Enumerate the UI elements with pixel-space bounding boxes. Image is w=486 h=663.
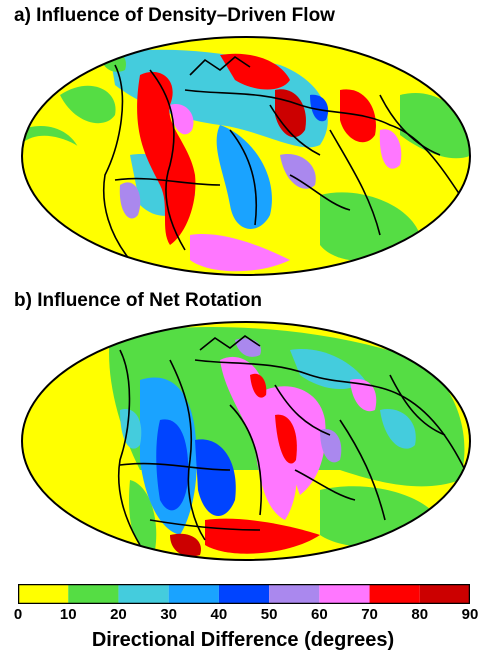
panel-b-title: b) Influence of Net Rotation	[14, 290, 263, 311]
colorbar-tick-label: 0	[13, 606, 23, 623]
colorbar-tick-label: 70	[361, 606, 378, 623]
colorbar-axis-label: Directional Difference (degrees)	[91, 629, 395, 651]
colorbar-tick-label: 80	[411, 606, 429, 623]
colorbar-bin-0	[18, 584, 69, 604]
colorbar-bin-8	[419, 584, 470, 604]
colorbar-tick-label: 20	[110, 606, 127, 623]
colorbar-tick-label: 40	[210, 606, 228, 623]
colorbar-bin-3	[168, 584, 219, 604]
colorbar-tick-label: 50	[260, 606, 278, 623]
map-net-rotation	[21, 321, 471, 561]
colorbar-bin-4	[218, 584, 270, 604]
colorbar-bin-2	[118, 584, 169, 604]
colorbar-frame	[18, 584, 470, 604]
colorbar-bin-5	[269, 584, 320, 604]
colorbar-bin-6	[319, 584, 370, 604]
map-density-driven-flow	[21, 36, 471, 276]
colorbar	[18, 584, 470, 604]
colorbar-tick-label: 60	[310, 606, 328, 623]
colorbar-bin-7	[369, 584, 420, 604]
panel-a-title: a) Influence of Density–Driven Flow	[14, 5, 335, 26]
colorbar-tick-label: 90	[461, 606, 479, 623]
colorbar-tick-label: 30	[160, 606, 177, 623]
colorbar-bin-1	[68, 584, 119, 604]
colorbar-tick-label: 10	[59, 606, 77, 623]
